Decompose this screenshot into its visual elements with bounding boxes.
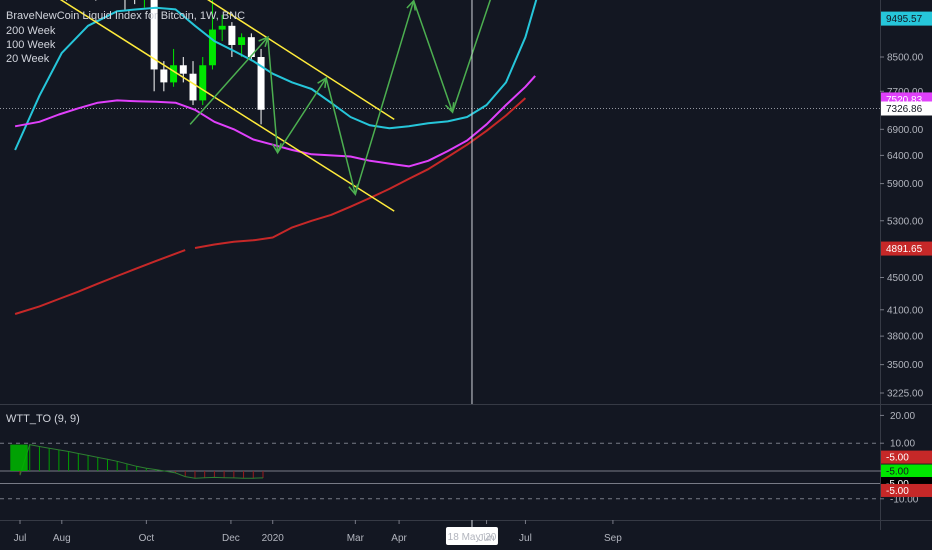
series-line-20-week: [14, 0, 538, 151]
indicator-tick-label: 20.00: [890, 411, 915, 422]
price-tick-label: 3225.00: [887, 389, 924, 400]
candle-body: [160, 69, 168, 83]
candle-body: [170, 65, 178, 83]
price-tick-label: 3500.00: [887, 360, 924, 371]
price-tick-label: 4500.00: [887, 273, 924, 284]
candle-body: [189, 73, 197, 101]
projection-segment: [325, 77, 357, 195]
projection-segment: [189, 36, 269, 125]
indicator-line: [19, 444, 264, 479]
projection-segment: [276, 77, 327, 154]
indicator-tick-label: 10.00: [890, 439, 915, 450]
legend-20-week: 20 Week: [6, 53, 50, 65]
price-tag-label: 7520.83: [886, 95, 923, 106]
projection-segment: [451, 0, 492, 113]
time-tick-label: Apr: [391, 533, 407, 544]
candle-body: [199, 65, 207, 101]
candle-body: [257, 57, 265, 110]
price-tick-label: 4100.00: [887, 305, 924, 316]
candle-body: [150, 0, 158, 70]
time-tick-label: Jul: [519, 533, 532, 544]
projection-segment: [412, 0, 454, 113]
price-tick-label: 6400.00: [887, 151, 924, 162]
trendline: [207, 0, 395, 121]
indicator-tag-label: -5.00: [886, 453, 909, 464]
time-tick-label: 2020: [262, 533, 285, 544]
price-tick-label: 5900.00: [887, 179, 924, 190]
time-tick-label: Aug: [53, 533, 71, 544]
candle-body: [208, 29, 216, 66]
legend: BraveNewCoin Liquid Index for Bitcoin, 1…: [6, 10, 245, 425]
series-line-200-week: [14, 249, 186, 315]
projection-segment: [267, 37, 279, 153]
price-tick-label: 8500.00: [887, 53, 924, 64]
grid: [0, 0, 932, 530]
indicator-tick-label: -10.00: [890, 494, 919, 505]
indicator-tag-label: -5.00: [886, 467, 909, 478]
crosshair-date-box: [445, 527, 498, 545]
price-tag-label: 9495.57: [886, 14, 923, 25]
legend-200-week: 200 Week: [6, 25, 56, 37]
candle-body: [228, 25, 236, 45]
time-tick-label: Jun: [478, 533, 494, 544]
series-line-200-week: [194, 97, 527, 249]
indicator-first-bar: [10, 444, 28, 471]
legend-100-week: 100 Week: [6, 39, 56, 51]
indicator-tag-box: [881, 450, 932, 464]
indicator-title: WTT_TO (9, 9): [6, 413, 80, 425]
chart-title: BraveNewCoin Liquid Index for Bitcoin, 1…: [6, 10, 245, 22]
price-tag-label: 7326.86: [886, 104, 923, 115]
time-tick-label: Jul: [14, 533, 27, 544]
crosshair: 18 May '20: [445, 0, 498, 545]
axes: 8500.00 7700.00 6900.00 6400.00 5900.00 5300.…: [14, 11, 932, 544]
candle-body: [218, 25, 226, 30]
indicator-tag-box: [881, 483, 932, 497]
price-tick-label: 7700.00: [887, 87, 924, 98]
price-tag-box: [881, 11, 932, 26]
price-pane: [14, 0, 538, 315]
price-tick-label: 6900.00: [887, 125, 924, 136]
time-tick-label: Mar: [347, 533, 365, 544]
time-tick-label: Sep: [604, 533, 622, 544]
crosshair-date-label: 18 May '20: [448, 532, 497, 543]
candle-body: [247, 37, 255, 57]
price-tag-label: 4891.65: [886, 244, 923, 255]
trendline: [59, 0, 395, 212]
candle-body: [179, 65, 187, 74]
candle-body: [238, 37, 246, 45]
price-tag-box: [881, 101, 932, 116]
price-tag-box: [881, 241, 932, 256]
series-line-100-week: [14, 75, 536, 168]
price-tick-label: 5300.00: [887, 216, 924, 227]
time-tick-label: Dec: [222, 533, 240, 544]
price-tick-label: 3800.00: [887, 332, 924, 343]
indicator-tag-label: -5.00: [886, 486, 909, 497]
projection-arrowhead: [271, 143, 282, 155]
indicator-tag-box: [881, 464, 932, 478]
projection-arrowhead: [317, 76, 328, 88]
projection-segment: [354, 0, 415, 195]
indicator-pane: [10, 444, 264, 479]
time-tick-label: Oct: [139, 533, 155, 544]
